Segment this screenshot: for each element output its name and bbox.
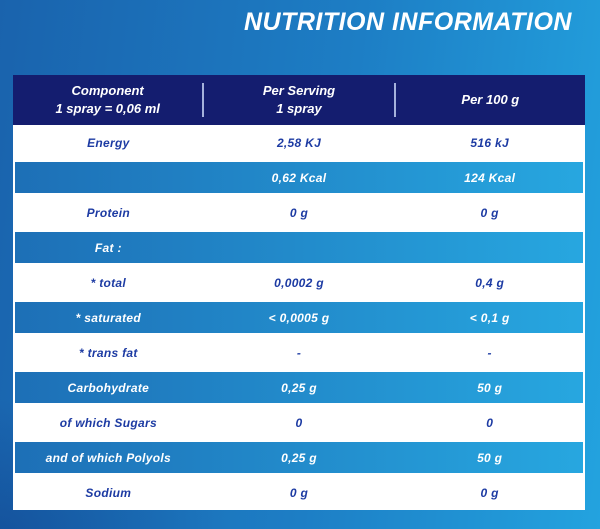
- per-serving-cell: < 0,0005 g: [268, 310, 330, 325]
- header-cell-per-serving: Per Serving 1 spray: [204, 82, 393, 117]
- header-divider: [202, 83, 205, 117]
- per-serving-cell: 2,58 KJ: [276, 135, 322, 150]
- per-100g-cell: 516 kJ: [470, 135, 509, 150]
- table-row: * total 0,0002 g 0,4 g: [13, 265, 585, 300]
- per-100g-cell: 50 g: [477, 450, 503, 465]
- component-cell: * saturated: [75, 310, 141, 325]
- component-cell: Fat :: [94, 240, 122, 255]
- header-cell-per-100g: Per 100 g: [461, 92, 520, 108]
- table-row: * trans fat - -: [13, 335, 585, 370]
- table-row: * saturated < 0,0005 g < 0,1 g: [13, 300, 585, 335]
- component-cell: Protein: [86, 205, 131, 220]
- component-cell: Sodium: [85, 485, 132, 500]
- per-serving-cell: -: [296, 345, 302, 360]
- table-row: 0,62 Kcal 124 Kcal: [13, 160, 585, 195]
- component-cell: and of which Polyols: [45, 450, 171, 465]
- per-100g-cell: 0 g: [480, 205, 499, 220]
- per-serving-cell: 0,25 g: [281, 380, 317, 395]
- per-serving-cell: 0,25 g: [281, 450, 317, 465]
- table-row: Sodium 0 g 0 g: [13, 475, 585, 510]
- per-serving-cell: 0,0002 g: [274, 275, 324, 290]
- header-component-line2: 1 spray = 0,06 ml: [55, 101, 160, 116]
- per-100g-cell: 0: [486, 415, 494, 430]
- per-100g-cell: 124 Kcal: [464, 170, 516, 185]
- component-cell: of which Sugars: [59, 415, 157, 430]
- header-divider: [393, 83, 396, 117]
- per-serving-cell: 0 g: [289, 485, 309, 500]
- table-row: Energy 2,58 KJ 516 kJ: [13, 125, 585, 160]
- header-per-serving-line1: Per Serving: [262, 83, 336, 99]
- per-serving-cell: 0,62 Kcal: [271, 170, 327, 185]
- component-cell: Energy: [87, 135, 130, 150]
- per-100g-cell: 50 g: [477, 380, 503, 395]
- per-serving-cell: 0 g: [289, 205, 309, 220]
- component-cell: * total: [90, 275, 127, 290]
- nutrition-table: Component 1 spray = 0,06 ml Per Serving …: [13, 75, 585, 510]
- per-100g-cell: -: [487, 345, 492, 360]
- table-row: of which Sugars 0 0: [13, 405, 585, 440]
- header-component-line1: Component: [71, 83, 144, 99]
- table-row: Fat :: [13, 230, 585, 265]
- header-cell-component: Component 1 spray = 0,06 ml: [13, 82, 202, 117]
- table-row: Protein 0 g 0 g: [13, 195, 585, 230]
- component-cell: * trans fat: [79, 345, 138, 360]
- per-100g-cell: < 0,1 g: [469, 310, 510, 325]
- table-body: Energy 2,58 KJ 516 kJ 0,62 Kcal 124 Kcal Prot…: [13, 125, 585, 510]
- table-row: Carbohydrate 0,25 g 50 g: [13, 370, 585, 405]
- table-header-row: Component 1 spray = 0,06 ml Per Serving …: [13, 75, 585, 125]
- header-per-serving-line2: 1 spray: [276, 101, 322, 116]
- component-cell: Carbohydrate: [67, 380, 150, 395]
- per-serving-cell: 0: [295, 415, 303, 430]
- per-100g-cell: 0,4 g: [475, 275, 505, 290]
- page-title: NUTRITION INFORMATION: [243, 8, 572, 36]
- per-100g-cell: 0 g: [480, 485, 499, 500]
- table-row: and of which Polyols 0,25 g 50 g: [13, 440, 585, 475]
